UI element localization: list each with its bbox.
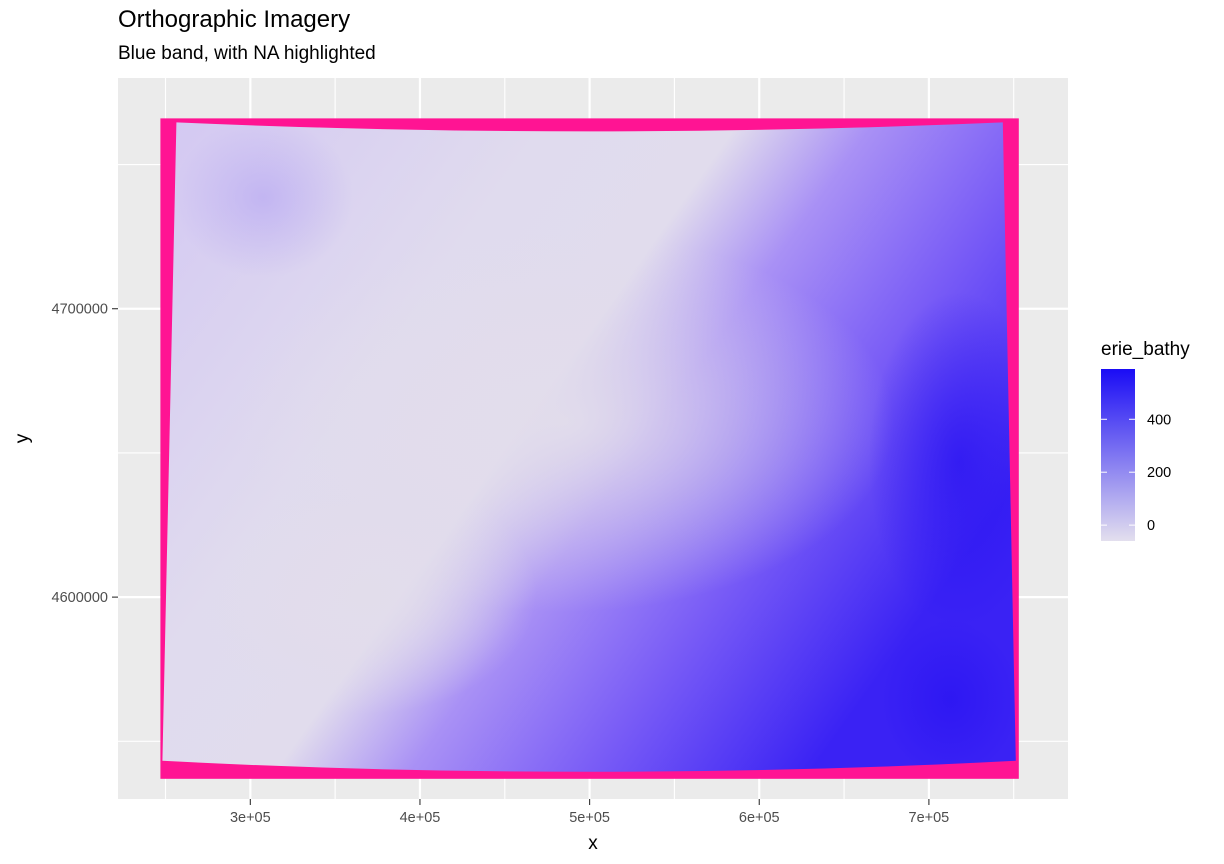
- x-tick-label: 4e+05: [400, 810, 441, 826]
- legend-tick-label: 400: [1147, 412, 1171, 428]
- chart-subtitle: Blue band, with NA highlighted: [118, 43, 376, 64]
- x-tick-label: 5e+05: [569, 810, 610, 826]
- legend-tick-label: 200: [1147, 465, 1171, 481]
- legend-title: erie_bathy: [1101, 339, 1190, 360]
- y-tick-label: 4600000: [52, 590, 108, 606]
- x-tick-label: 7e+05: [909, 810, 950, 826]
- y-tick-label: 4700000: [52, 302, 108, 318]
- raster-image: [160, 118, 1019, 779]
- axes: 3e+05 4e+05 5e+05 6e+05 7e+05 4600000 4700000: [52, 302, 950, 826]
- x-axis-title: x: [588, 833, 598, 854]
- y-axis-title: y: [12, 433, 33, 443]
- legend: erie_bathy 0 200 400: [1101, 339, 1190, 541]
- x-tick-label: 6e+05: [739, 810, 780, 826]
- terrain-surface: [162, 122, 1016, 772]
- legend-tick-label: 0: [1147, 518, 1155, 534]
- chart-title: Orthographic Imagery: [118, 6, 351, 33]
- legend-colorbar: [1101, 369, 1135, 541]
- x-tick-label: 3e+05: [230, 810, 271, 826]
